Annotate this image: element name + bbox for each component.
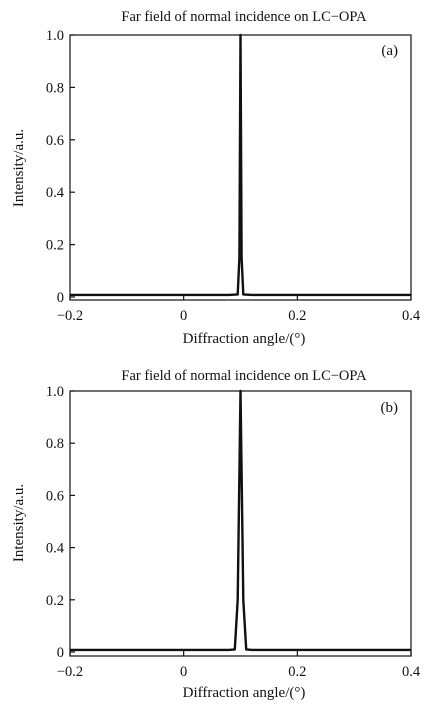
panel-b-y-tick-label: 0.2 <box>46 593 64 609</box>
panel-b-y-tick-label: 0 <box>57 645 64 661</box>
panel-b-y-axis-label: Intensity/a.u. <box>11 484 27 562</box>
panel-b-title: Far field of normal incidence on LC−OPA <box>121 368 367 384</box>
panel-a-x-axis-label: Diffraction angle/(°) <box>183 331 306 347</box>
panel-a-x-tick-label: 0.4 <box>402 308 421 324</box>
panel-a-title: Far field of normal incidence on LC−OPA <box>121 9 367 25</box>
panel-a-label: (a) <box>381 43 398 59</box>
panel-a-x-tick-label: −0.2 <box>57 308 83 324</box>
panel-a-y-axis-label: Intensity/a.u. <box>11 129 27 207</box>
panel-a-ticks: −0.2 0 0.2 0.4 0 0.2 0.4 0.6 0.8 1.0 <box>46 28 421 324</box>
panel-a-y-tick-label: 1.0 <box>46 28 64 44</box>
panel-b-y-tick-label: 0.4 <box>46 541 65 557</box>
panel-b-y-tick-label: 1.0 <box>46 384 64 400</box>
panel-b: Far field of normal incidence on LC−OPA … <box>11 368 421 701</box>
panel-b-x-tick-label: 0.4 <box>402 664 421 680</box>
panel-a-x-tick-label: 0.2 <box>288 308 306 324</box>
panel-b-x-tick-label: 0.2 <box>288 664 306 680</box>
panel-a-y-tick-label: 0 <box>57 290 64 306</box>
panel-b-x-tick-label: −0.2 <box>57 664 83 680</box>
panel-a: Far field of normal incidence on LC−OPA … <box>11 9 421 347</box>
panel-b-x-tick-label: 0 <box>180 664 187 680</box>
panel-b-label: (b) <box>381 400 399 416</box>
panel-b-y-tick-label: 0.6 <box>46 488 64 504</box>
panel-b-y-tick-label: 0.8 <box>46 436 64 452</box>
panel-a-x-tick-label: 0 <box>180 308 187 324</box>
panel-a-y-tick-label: 0.6 <box>46 133 64 149</box>
panel-a-series-line <box>70 33 411 297</box>
panel-b-ticks: −0.2 0 0.2 0.4 0 0.2 0.4 0.6 0.8 1.0 <box>46 384 421 680</box>
panel-b-x-axis-label: Diffraction angle/(°) <box>183 685 306 701</box>
panel-a-y-tick-label: 0.8 <box>46 80 64 96</box>
panel-a-y-tick-label: 0.4 <box>46 185 65 201</box>
panel-a-y-tick-label: 0.2 <box>46 238 64 254</box>
panel-b-series-line <box>70 389 411 652</box>
